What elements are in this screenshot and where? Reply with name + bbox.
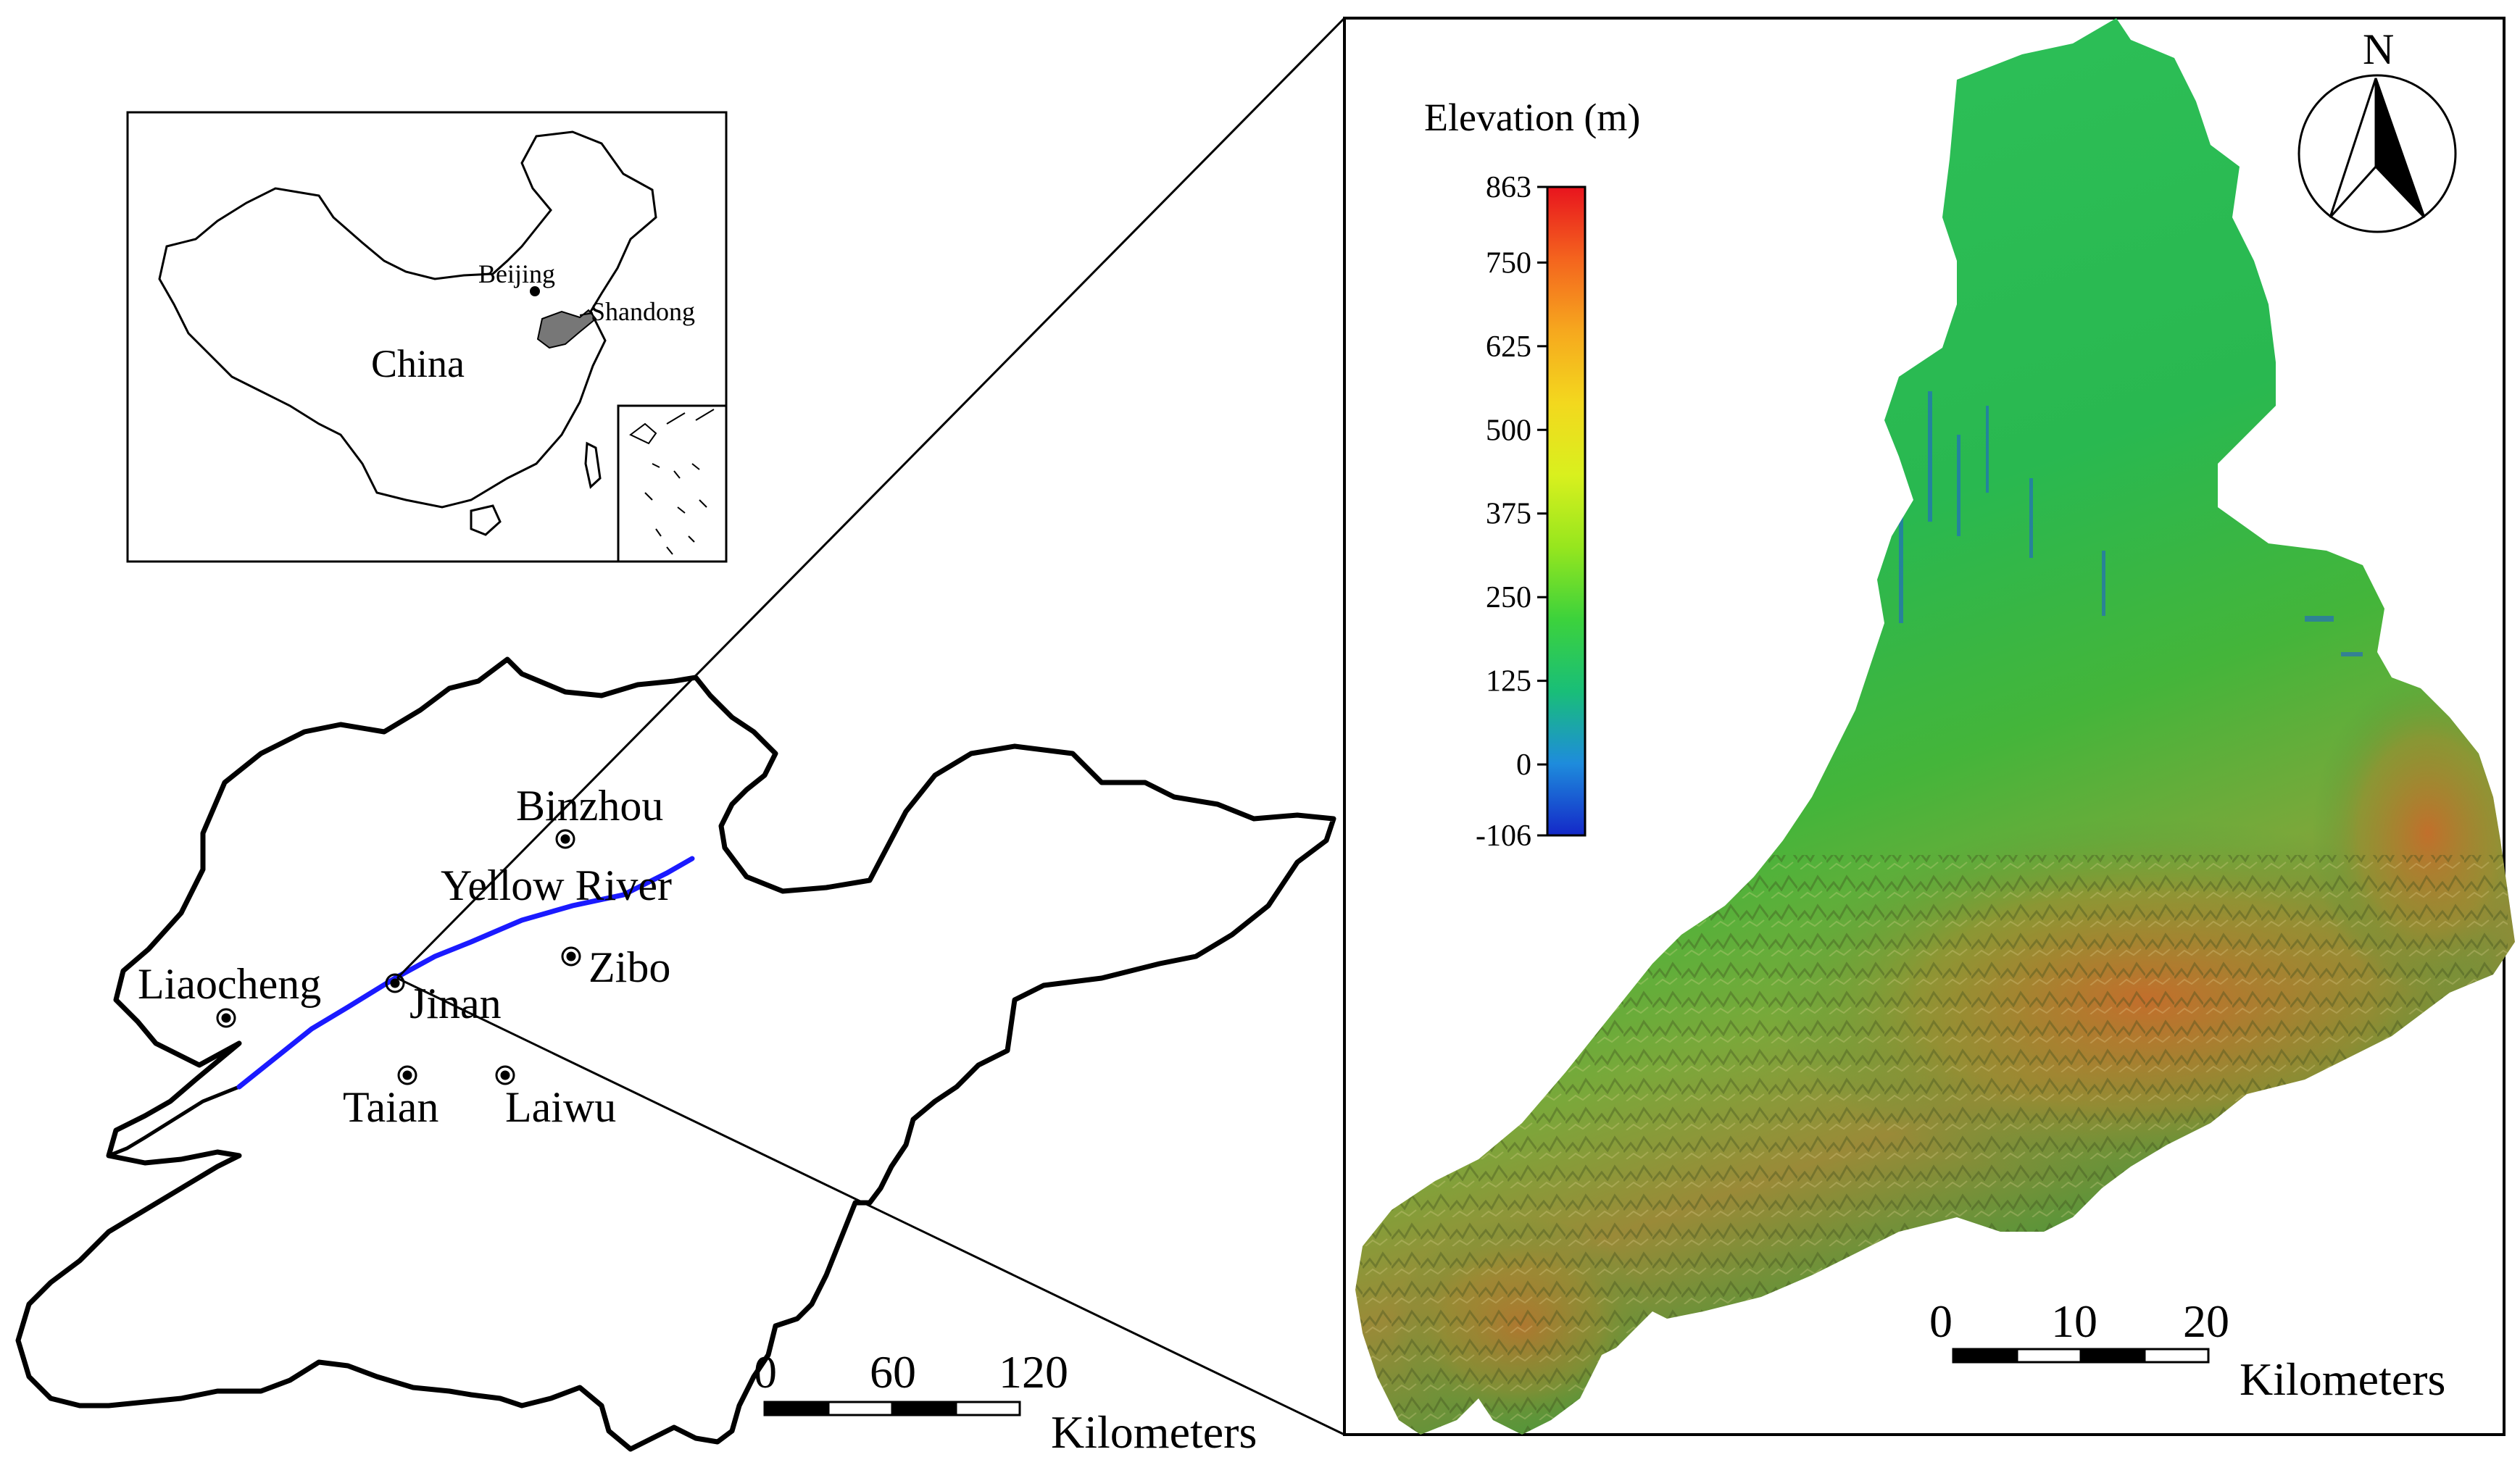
city-marker-liaocheng (216, 1008, 236, 1028)
beijing-dot (530, 286, 540, 296)
elevation-scale-tick-0: 0 (1929, 1295, 1953, 1347)
city-marker-taian (397, 1065, 417, 1085)
city-marker-binzhou (555, 829, 575, 849)
province-scale-tick-2: 120 (999, 1346, 1068, 1398)
legend-tick-label: 0 (1516, 748, 1531, 782)
city-label-laiwu: Laiwu (505, 1083, 616, 1131)
city-marker-zibo (561, 946, 581, 967)
elevation-scale-bar: 0 10 20 Kilometers (1929, 1295, 2445, 1405)
elevation-scale-tick-1: 10 (2051, 1295, 2097, 1347)
legend-tick-label: 863 (1486, 171, 1531, 204)
shandong-shape (536, 309, 597, 349)
south-china-sea-frame (617, 404, 728, 563)
north-arrow-dark-half (2374, 78, 2426, 219)
zoom-connector-lines (396, 17, 1346, 1436)
province-inner-boundary (108, 1085, 240, 1158)
province-scale-tick-1: 60 (870, 1346, 916, 1398)
legend-tick-label: 375 (1486, 498, 1531, 531)
river-label: Yellow River (441, 861, 672, 909)
city-label-binzhou: Binzhou (516, 782, 663, 830)
city-label-liaocheng: Liaocheng (138, 960, 321, 1008)
legend-tick-label: 250 (1486, 581, 1531, 614)
legend-ticks: 863 750 625 500 375 250 125 0 -106 (1476, 171, 1547, 853)
legend-color-ramp (1546, 185, 1587, 837)
legend-tick-label: -106 (1476, 819, 1531, 853)
city-label-jinan: Jinan (409, 980, 502, 1027)
inset-capital-label: Beijing (478, 259, 555, 288)
legend-tick-label: 625 (1486, 330, 1531, 364)
hainan-island (470, 504, 502, 536)
city-markers (216, 829, 581, 1085)
inset-map: China Beijing Shandong (126, 111, 728, 563)
north-arrow: N (2297, 25, 2457, 233)
taiwan-island (584, 441, 602, 489)
city-label-taian: Taian (343, 1083, 438, 1131)
legend-title: Elevation (m) (1424, 96, 1640, 139)
elevation-legend: Elevation (m) 863 750 625 500 375 250 125 0 -106 (1424, 96, 1640, 853)
city-marker-laiwu (495, 1065, 515, 1085)
city-marker-jinan (385, 973, 405, 993)
province-map: Binzhou Liaocheng Jinan Zibo Taian Laiwu… (15, 656, 1336, 1458)
yellow-river (236, 856, 695, 1090)
province-scale-unit: Kilometers (1051, 1406, 1257, 1458)
province-scale-bar: 0 60 120 Kilometers (754, 1346, 1257, 1458)
inset-province-label: Shandong (591, 297, 695, 326)
province-scale-tick-0: 0 (754, 1346, 777, 1398)
legend-tick-label: 500 (1486, 414, 1531, 447)
legend-tick-label: 750 (1486, 246, 1531, 280)
legend-tick-label: 125 (1486, 665, 1531, 698)
elevation-scale-unit: Kilometers (2240, 1353, 2445, 1405)
province-outline (15, 656, 1336, 1452)
south-china-sea-islands (629, 409, 715, 555)
elevation-map: Elevation (m) 863 750 625 500 375 250 125 0 -106… (1343, 17, 2515, 1436)
inset-country-label: China (371, 342, 465, 385)
china-outline (158, 130, 657, 509)
north-label: N (2363, 25, 2394, 73)
city-label-zibo: Zibo (589, 943, 670, 991)
elevation-scale-tick-2: 20 (2183, 1295, 2229, 1347)
